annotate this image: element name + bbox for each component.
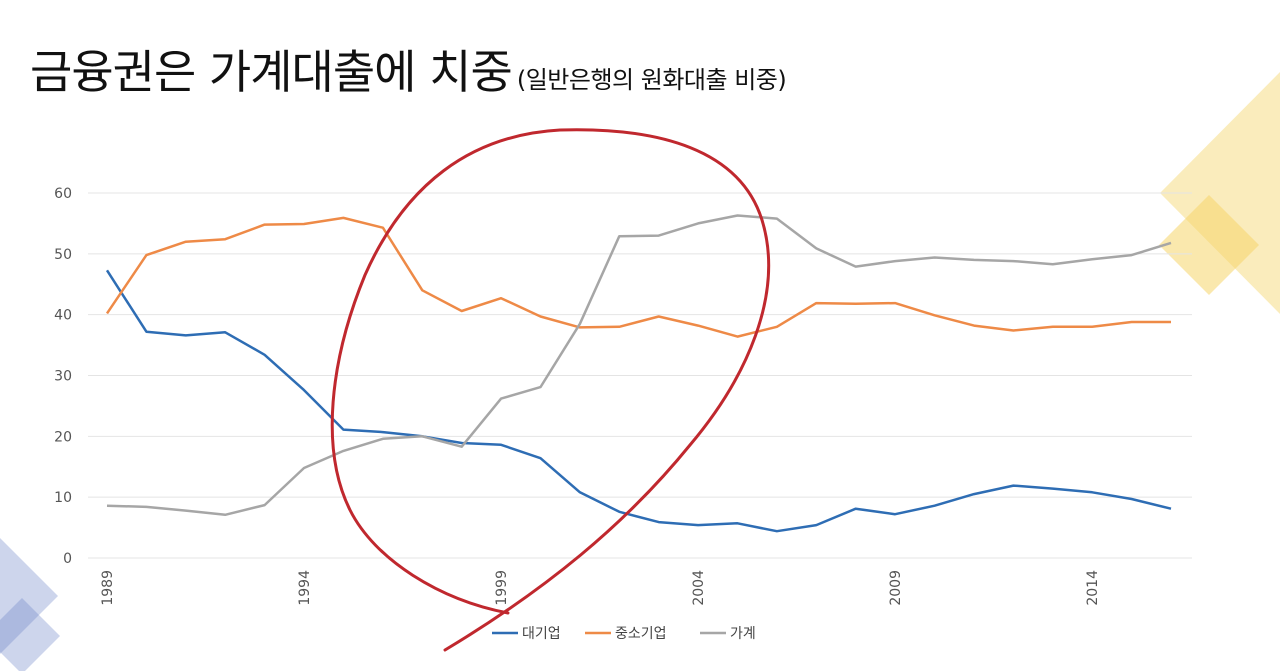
x-tick-label: 1994 [297, 570, 313, 606]
y-tick-label: 10 [54, 490, 72, 506]
hand-drawn-annotation [330, 128, 771, 652]
y-tick-label: 20 [54, 429, 72, 445]
x-tick-label: 2004 [691, 570, 707, 606]
yellow-diamond-small [1159, 195, 1259, 295]
legend-label: 중소기업 [615, 626, 667, 642]
grid-lines [88, 192, 1192, 559]
blue-diamond-large [0, 538, 58, 654]
x-tick-label: 2009 [888, 570, 904, 606]
y-tick-label: 60 [54, 186, 72, 202]
series-line-중소기업 [105, 216, 1171, 338]
title-subtitle: (일반은행의 원화대출 비중) [516, 66, 787, 94]
x-tick-label: 1989 [100, 570, 116, 606]
y-tick-label: 50 [54, 247, 72, 263]
blue-diamond-small [0, 598, 60, 671]
y-tick-label: 40 [54, 308, 72, 324]
y-tick-label: 0 [63, 551, 72, 567]
x-axis-ticks: 1989 1994 1999 2004 2009 2014 [100, 570, 1101, 606]
y-axis-ticks: 0 10 20 30 40 50 60 [54, 186, 72, 567]
legend: 대기업 중소기업 가계 [492, 626, 756, 642]
series-lines [105, 214, 1172, 533]
legend-label: 대기업 [522, 626, 561, 642]
series-line-가계 [106, 214, 1172, 517]
x-tick-label: 2014 [1085, 570, 1101, 606]
y-tick-label: 30 [54, 369, 72, 385]
legend-label: 가계 [730, 626, 756, 642]
title-main: 금융권은 가계대출에 치중 [30, 45, 513, 99]
x-tick-label: 1999 [494, 570, 510, 606]
slide-title: 금융권은 가계대출에 치중 (일반은행의 원화대출 비중) [30, 36, 787, 102]
series-line-대기업 [105, 269, 1172, 533]
